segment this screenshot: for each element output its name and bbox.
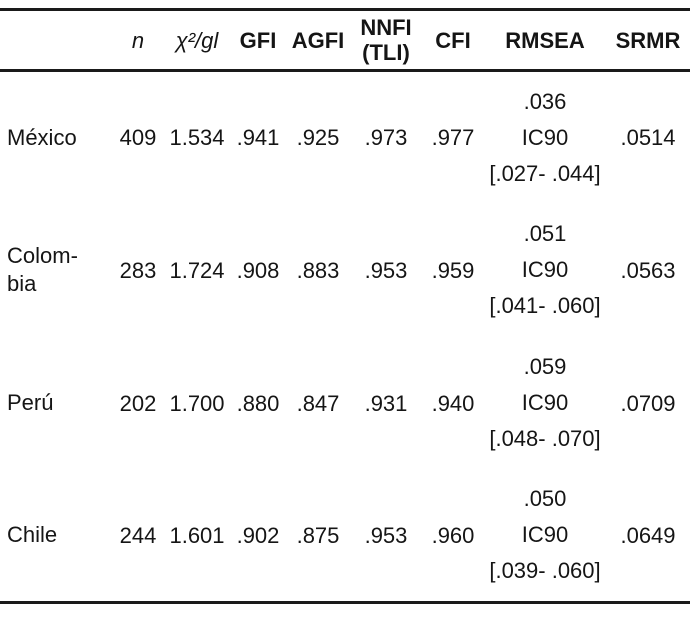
- cell-chi2-gl: 1.534: [169, 125, 225, 151]
- cell-n: 283: [119, 257, 157, 283]
- cell-agfi: .883: [296, 257, 340, 283]
- cell-cfi: .960: [431, 522, 475, 548]
- cell-country: México: [0, 71, 112, 204]
- table-row-mexico: México 409 1.534 .941 .925 .973 .977 .03…: [0, 71, 690, 204]
- cell-country: Chile: [0, 470, 112, 603]
- cell-srmr: .0563: [620, 257, 676, 283]
- cell-n: 409: [119, 125, 157, 151]
- header-nnfi-tli: NNFI (TLI): [350, 10, 422, 71]
- header-cfi: CFI: [435, 27, 471, 53]
- rmsea-ci-label: IC90: [521, 124, 569, 150]
- header-srmr: SRMR: [615, 27, 681, 53]
- rmsea-ci-label: IC90: [521, 522, 569, 548]
- cell-agfi: .847: [296, 390, 340, 416]
- rmsea-ci-label: IC90: [521, 257, 569, 282]
- table-row-chile: Chile 244 1.601 .902 .875 .953 .960 .050…: [0, 470, 690, 603]
- rmsea-ci-range: [.041- .060]: [489, 293, 601, 318]
- rmsea-ci-range: [.027- .044]: [489, 160, 601, 186]
- cell-srmr: .0709: [620, 390, 676, 416]
- cell-agfi: .925: [296, 125, 340, 151]
- cell-nnfi: .953: [364, 522, 408, 548]
- table-row-colombia: Colom- bia 283 1.724 .908 .883 .953 .959…: [0, 204, 690, 337]
- cell-rmsea: .036 IC90 [.027- .044]: [484, 71, 606, 204]
- header-rmsea: RMSEA: [505, 27, 585, 53]
- cell-country: Perú: [0, 337, 112, 470]
- header-nnfi-line1: NNFI: [360, 15, 412, 40]
- cell-agfi: .875: [296, 522, 340, 548]
- rmsea-value: .059: [523, 354, 567, 379]
- cell-cfi: .940: [431, 390, 475, 416]
- cell-gfi: .880: [236, 390, 280, 416]
- rmsea-ci-label: IC90: [521, 390, 569, 415]
- cell-rmsea: .050 IC90 [.039- .060]: [484, 470, 606, 603]
- cell-rmsea: .051 IC90 [.041- .060]: [484, 204, 606, 337]
- cell-srmr: .0649: [620, 522, 676, 548]
- cell-srmr: .0514: [620, 125, 676, 151]
- country-label-line2: bia: [7, 271, 37, 296]
- cell-nnfi: .931: [364, 390, 408, 416]
- rmsea-value: .050: [523, 486, 567, 512]
- fit-indices-table: n χ²/gl GFI AGFI NNFI (TLI) CFI RMSEA SR…: [0, 8, 690, 604]
- cell-cfi: .977: [431, 125, 475, 151]
- header-country: [0, 10, 112, 71]
- rmsea-value: .036: [523, 88, 567, 114]
- cell-n: 244: [119, 522, 157, 548]
- cell-gfi: .941: [236, 125, 280, 151]
- cell-country: Colom- bia: [0, 204, 112, 337]
- fit-indices-table-wrap: n χ²/gl GFI AGFI NNFI (TLI) CFI RMSEA SR…: [0, 8, 690, 604]
- rmsea-ci-range: [.048- .070]: [489, 426, 601, 451]
- country-label: Chile: [7, 522, 58, 548]
- cell-chi2-gl: 1.601: [169, 522, 225, 548]
- cell-rmsea: .059 IC90 [.048- .070]: [484, 337, 606, 470]
- cell-n: 202: [119, 390, 157, 416]
- cell-cfi: .959: [431, 257, 475, 283]
- cell-chi2-gl: 1.724: [169, 257, 225, 283]
- country-label: Perú: [7, 390, 54, 415]
- header-chi2-gl: χ²/gl: [175, 27, 219, 53]
- country-label: Colom-: [7, 243, 78, 268]
- rmsea-value: .051: [523, 221, 567, 246]
- cell-nnfi: .973: [364, 125, 408, 151]
- cell-gfi: .902: [236, 522, 280, 548]
- header-gfi: GFI: [239, 27, 277, 53]
- header-row: n χ²/gl GFI AGFI NNFI (TLI) CFI RMSEA SR…: [0, 9, 690, 71]
- cell-gfi: .908: [236, 257, 280, 283]
- cell-nnfi: .953: [364, 257, 408, 283]
- header-agfi: AGFI: [291, 27, 345, 53]
- country-label: México: [7, 124, 77, 150]
- table-row-peru: Perú 202 1.700 .880 .847 .931 .940 .059 …: [0, 337, 690, 470]
- header-n: n: [131, 27, 145, 53]
- header-nnfi-line2: (TLI): [362, 40, 410, 65]
- cell-chi2-gl: 1.700: [169, 390, 225, 416]
- rmsea-ci-range: [.039- .060]: [489, 558, 601, 584]
